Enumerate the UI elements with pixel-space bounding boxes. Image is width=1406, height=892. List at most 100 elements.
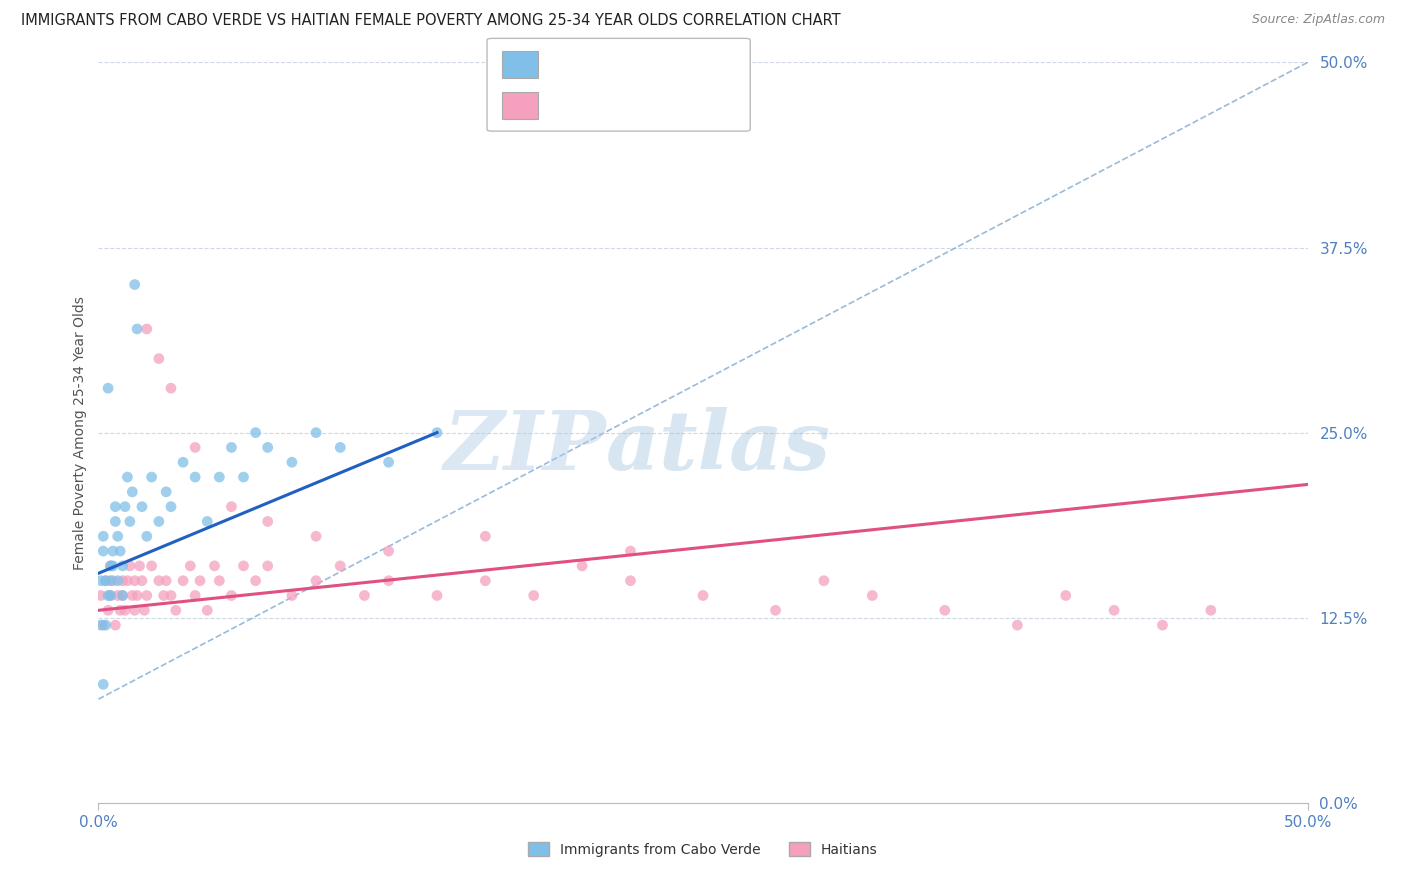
Point xyxy=(1199,603,1222,617)
Legend: Immigrants from Cabo Verde, Haitians: Immigrants from Cabo Verde, Haitians xyxy=(523,837,883,863)
Point xyxy=(107,589,129,603)
Point xyxy=(172,455,194,469)
Point xyxy=(155,484,177,499)
Point xyxy=(426,425,449,440)
Point xyxy=(377,544,399,558)
Point xyxy=(107,574,129,588)
Point xyxy=(131,500,153,514)
Text: IMMIGRANTS FROM CABO VERDE VS HAITIAN FEMALE POVERTY AMONG 25-34 YEAR OLDS CORRE: IMMIGRANTS FROM CABO VERDE VS HAITIAN FE… xyxy=(21,13,841,29)
Point xyxy=(135,322,157,336)
Point xyxy=(377,455,399,469)
Point xyxy=(1152,618,1174,632)
Point xyxy=(813,574,835,588)
Text: N =: N = xyxy=(651,98,682,112)
Point xyxy=(523,589,546,603)
Y-axis label: Female Poverty Among 25-34 Year Olds: Female Poverty Among 25-34 Year Olds xyxy=(73,295,87,570)
Text: atlas: atlas xyxy=(606,408,831,487)
Point xyxy=(184,470,207,484)
Point xyxy=(256,441,278,455)
Point xyxy=(134,603,156,617)
Point xyxy=(114,500,136,514)
Point xyxy=(135,529,157,543)
Point xyxy=(426,589,449,603)
Point xyxy=(165,603,187,617)
Point xyxy=(91,529,114,543)
Point xyxy=(101,558,124,573)
Point xyxy=(141,558,163,573)
Point xyxy=(1054,589,1077,603)
Point xyxy=(221,589,243,603)
Point xyxy=(474,529,496,543)
Point xyxy=(135,589,157,603)
Point xyxy=(118,515,141,529)
Point xyxy=(94,574,117,588)
Point xyxy=(118,558,141,573)
Point xyxy=(111,589,134,603)
Text: 0.239: 0.239 xyxy=(588,57,633,71)
FancyBboxPatch shape xyxy=(502,92,537,119)
Point xyxy=(94,574,117,588)
Point xyxy=(90,589,112,603)
Point xyxy=(232,470,254,484)
Text: 46: 46 xyxy=(692,57,711,71)
Point xyxy=(1102,603,1125,617)
Point xyxy=(148,351,170,366)
Point xyxy=(179,558,201,573)
Point xyxy=(128,558,150,573)
Point xyxy=(111,589,134,603)
Point xyxy=(124,574,146,588)
Point xyxy=(131,574,153,588)
Point xyxy=(204,558,226,573)
Point xyxy=(117,574,139,588)
Point xyxy=(152,589,174,603)
FancyBboxPatch shape xyxy=(502,51,537,78)
Text: 0.118: 0.118 xyxy=(588,98,633,112)
Point xyxy=(195,603,218,617)
Point xyxy=(160,381,183,395)
Point xyxy=(934,603,956,617)
Point xyxy=(765,603,787,617)
Point xyxy=(474,574,496,588)
Point xyxy=(104,618,127,632)
Point xyxy=(172,574,194,588)
Point xyxy=(571,558,593,573)
Point xyxy=(377,574,399,588)
Point xyxy=(208,574,231,588)
Point xyxy=(124,603,146,617)
Point xyxy=(108,603,131,617)
Point xyxy=(208,470,231,484)
Point xyxy=(305,529,328,543)
Point xyxy=(100,589,122,603)
Text: R =: R = xyxy=(548,57,578,71)
Point xyxy=(90,618,112,632)
Point xyxy=(305,425,328,440)
Point xyxy=(245,574,267,588)
Point xyxy=(121,589,143,603)
Point xyxy=(353,589,375,603)
Point xyxy=(329,558,352,573)
Point xyxy=(281,455,304,469)
Point xyxy=(329,441,352,455)
Point xyxy=(117,470,139,484)
Point xyxy=(108,544,131,558)
Text: R =: R = xyxy=(548,98,582,112)
Point xyxy=(101,544,124,558)
Point xyxy=(100,589,122,603)
Point xyxy=(101,574,124,588)
Point xyxy=(121,484,143,499)
Point xyxy=(245,425,267,440)
Point xyxy=(692,589,714,603)
Point xyxy=(127,589,149,603)
Point xyxy=(141,470,163,484)
Point xyxy=(124,277,146,292)
Point xyxy=(256,558,278,573)
Point xyxy=(111,574,134,588)
Point xyxy=(160,500,183,514)
Text: N =: N = xyxy=(651,57,682,71)
Point xyxy=(91,544,114,558)
Point xyxy=(184,589,207,603)
Text: 70: 70 xyxy=(692,98,711,112)
Point xyxy=(91,618,114,632)
Point xyxy=(148,515,170,529)
Point xyxy=(1007,618,1029,632)
